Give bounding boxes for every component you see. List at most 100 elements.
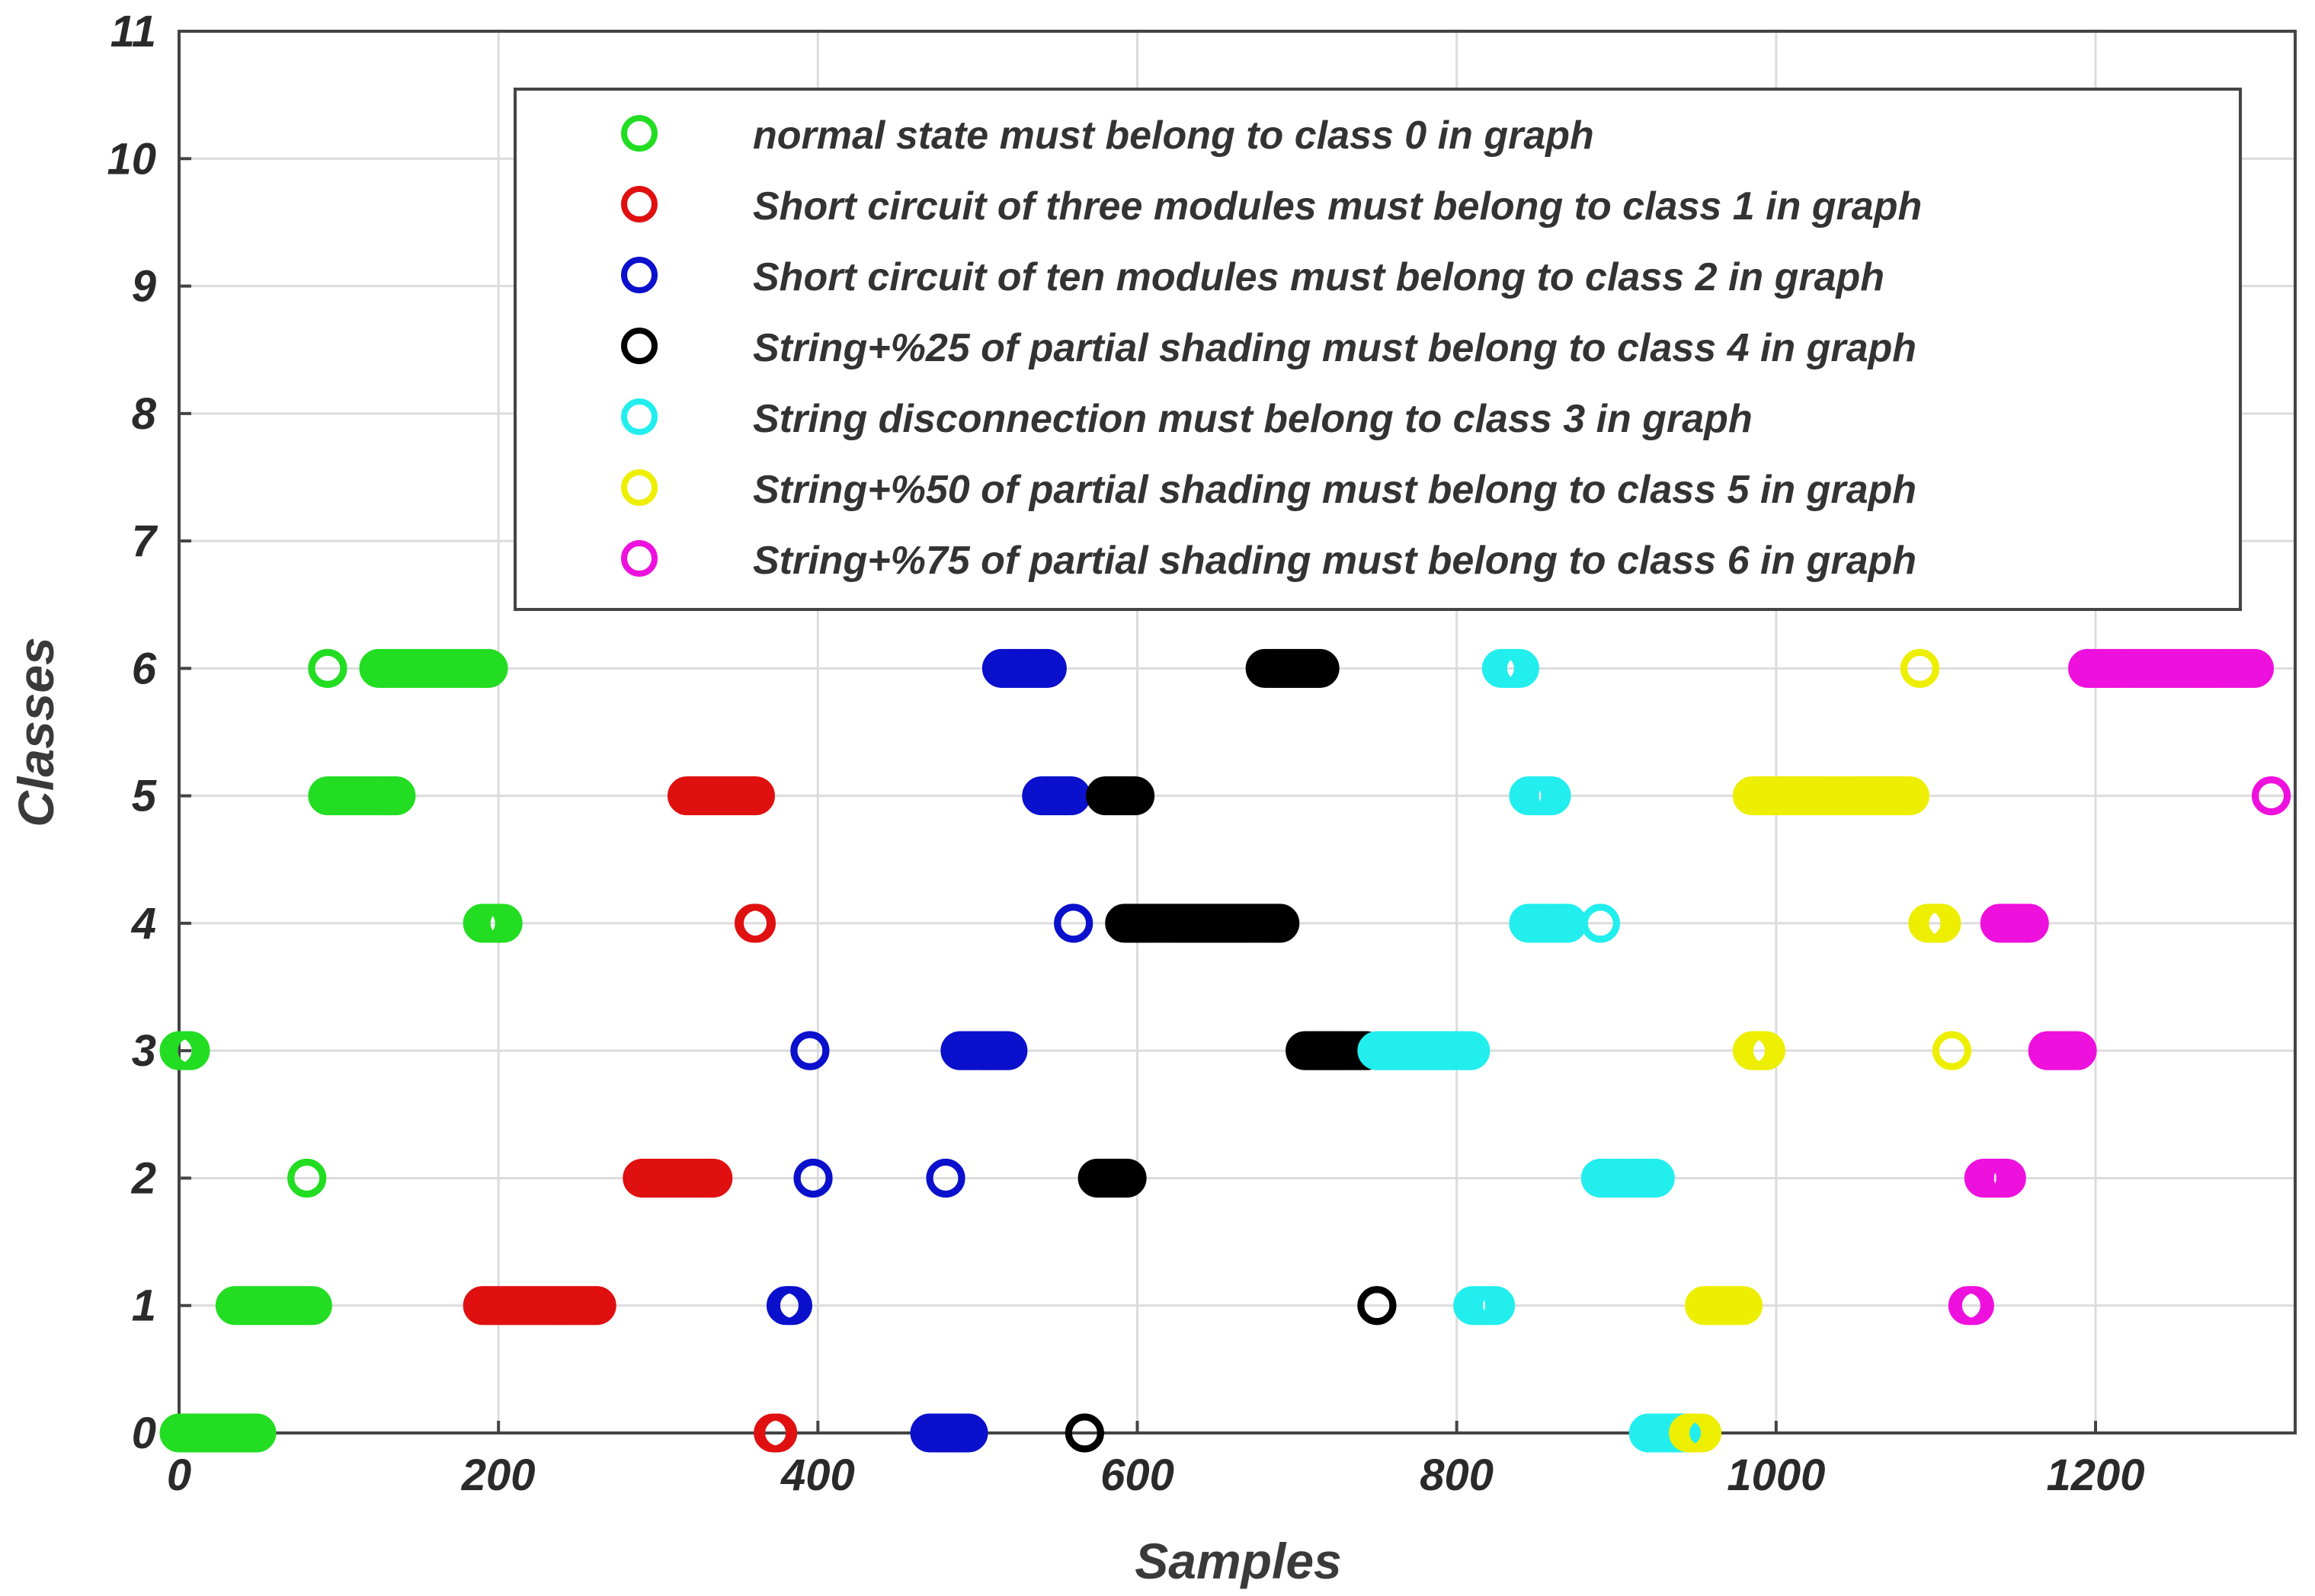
data-run xyxy=(1669,1413,1722,1453)
data-run xyxy=(940,1031,1028,1070)
data-point xyxy=(1900,648,1939,688)
data-run xyxy=(308,776,416,816)
y-axis-label: Classes xyxy=(8,637,64,827)
data-run xyxy=(1481,648,1539,688)
legend-label: String+%75 of partial shading must belon… xyxy=(753,539,1916,583)
data-point xyxy=(2235,648,2275,688)
data-run xyxy=(1065,1413,1104,1453)
data-point xyxy=(1580,904,1620,943)
x-tick-label: 1000 xyxy=(1727,1450,1825,1500)
data-point xyxy=(237,1413,277,1453)
data-run xyxy=(1580,1158,1675,1198)
data-run xyxy=(1932,1031,1971,1070)
data-point xyxy=(287,1158,327,1198)
data-run xyxy=(1245,648,1340,688)
data-point xyxy=(758,1413,798,1453)
data-run xyxy=(1509,776,1571,816)
y-tick-label: 6 xyxy=(132,644,157,693)
legend-marker xyxy=(621,257,658,293)
data-run xyxy=(1357,1031,1491,1070)
x-tick-label: 400 xyxy=(780,1450,855,1500)
data-run xyxy=(1509,904,1587,943)
data-point xyxy=(376,776,416,816)
data-point xyxy=(1724,1286,1763,1326)
data-run xyxy=(1732,776,1929,816)
data-point xyxy=(693,1158,733,1198)
data-point xyxy=(1357,1286,1397,1326)
data-run xyxy=(790,1031,830,1070)
data-point xyxy=(1500,648,1539,688)
y-tick-label: 4 xyxy=(131,899,156,948)
legend-marker xyxy=(621,469,658,506)
data-point xyxy=(1683,1413,1722,1453)
x-tick-label: 800 xyxy=(1420,1450,1494,1500)
data-run xyxy=(1900,648,1939,688)
data-point xyxy=(293,1286,332,1326)
data-run xyxy=(766,1286,812,1326)
data-point xyxy=(1107,1158,1147,1198)
data-point xyxy=(308,648,347,688)
data-run xyxy=(159,1413,277,1453)
data-point xyxy=(735,776,775,816)
legend-marker xyxy=(621,398,658,435)
data-run xyxy=(287,1158,327,1198)
data-run xyxy=(463,904,523,943)
legend-label: Short circuit of ten modules must belong… xyxy=(753,255,1884,299)
data-run xyxy=(159,1031,210,1070)
data-point xyxy=(1922,904,1961,943)
data-point xyxy=(1746,1031,1785,1070)
data-run xyxy=(463,1286,616,1326)
data-point xyxy=(577,1286,616,1326)
legend: normal state must belong to class 0 in g… xyxy=(514,88,2242,611)
data-run xyxy=(1077,1158,1147,1198)
series-group xyxy=(1669,648,1971,1453)
data-run xyxy=(1908,904,1961,943)
legend-label: String+%25 of partial shading must belon… xyxy=(753,326,1916,370)
legend-box xyxy=(514,88,2242,611)
data-point xyxy=(1890,776,1929,816)
data-point xyxy=(1476,1286,1516,1326)
x-tick-label: 600 xyxy=(1100,1450,1174,1500)
data-point xyxy=(1451,1031,1491,1070)
legend-marker xyxy=(621,540,658,577)
data-run xyxy=(1105,904,1300,943)
legend-label: normal state must belong to class 0 in g… xyxy=(753,114,1594,158)
legend-label: String disconnection must belong to clas… xyxy=(753,397,1753,441)
data-point xyxy=(1987,1158,2026,1198)
data-point xyxy=(790,1031,830,1070)
data-point xyxy=(1932,1031,1971,1070)
data-run xyxy=(1022,776,1091,816)
data-point xyxy=(483,904,523,943)
data-run xyxy=(2068,648,2275,688)
data-run xyxy=(1054,904,1093,943)
data-point xyxy=(1116,776,1155,816)
data-run xyxy=(910,1413,988,1453)
data-point xyxy=(171,1031,210,1070)
y-tick-label: 10 xyxy=(107,134,156,184)
y-tick-label: 5 xyxy=(132,772,157,821)
legend-marker xyxy=(621,328,658,364)
y-tick-label: 1 xyxy=(132,1281,156,1331)
x-tick-label: 200 xyxy=(461,1450,536,1500)
x-tick-label: 0 xyxy=(167,1450,191,1500)
x-axis-label: Samples xyxy=(1135,1533,1341,1589)
data-run xyxy=(2252,776,2291,816)
x-tick-label: 1200 xyxy=(2047,1450,2145,1500)
data-point xyxy=(2057,1031,2097,1070)
data-point xyxy=(1635,1158,1675,1198)
data-run xyxy=(1685,1286,1763,1326)
legend-marker xyxy=(621,115,658,152)
data-run xyxy=(1580,904,1620,943)
data-point xyxy=(1300,648,1340,688)
data-point xyxy=(1054,904,1093,943)
data-point xyxy=(737,904,776,943)
series-group xyxy=(1948,648,2291,1326)
data-marks xyxy=(159,648,2291,1453)
data-point xyxy=(988,1031,1028,1070)
tick-labels: 0 200 400 600 800 1000 1200 0 1 2 3 4 5 6 7 8 9 10 11 xyxy=(107,7,2144,1500)
data-run xyxy=(308,648,347,688)
data-point xyxy=(926,1158,965,1198)
data-run xyxy=(667,776,775,816)
plot-area xyxy=(178,30,2297,1434)
